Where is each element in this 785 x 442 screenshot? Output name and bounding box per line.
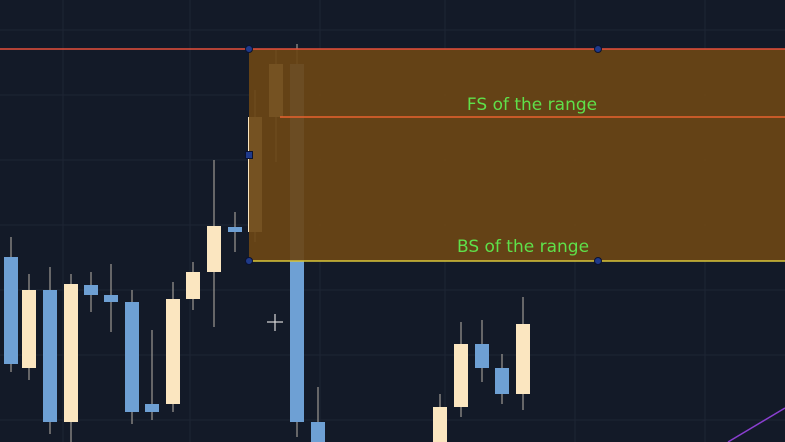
drag-handle-1-icon[interactable] [594,45,602,53]
bs-range-label: BS of the range [457,237,589,257]
drag-handle-square-icon[interactable] [245,151,253,159]
drag-handle-3-icon[interactable] [594,257,602,265]
candle-body-6 [125,302,139,412]
range-box[interactable] [249,49,785,261]
candle-body-7 [145,404,159,412]
candle-body-20 [516,324,530,394]
candle-body-4 [84,285,98,295]
candle-body-19 [495,368,509,394]
trend-line[interactable] [727,407,785,442]
drag-handle-2-icon[interactable] [245,257,253,265]
drag-handle-0-icon[interactable] [245,45,253,53]
candle-body-18 [475,344,489,368]
candle-body-3 [64,284,78,422]
range-box-group[interactable] [249,49,785,261]
crosshair-cursor-icon [267,314,283,331]
candle-body-10 [207,226,221,272]
drawing-handles[interactable] [245,45,602,265]
level-lines[interactable] [0,48,785,442]
candle-body-5 [104,295,118,302]
candle-body-17 [454,344,468,407]
candle-body-9 [186,272,200,299]
candle-body-2 [43,290,57,422]
candle-body-0 [4,257,18,364]
candle-body-1 [22,290,36,368]
candle-body-15 [311,422,325,442]
candle-body-16 [433,407,447,442]
candle-body-11 [228,227,242,232]
candle-body-8 [166,299,180,404]
fs-range-label: FS of the range [467,95,597,115]
